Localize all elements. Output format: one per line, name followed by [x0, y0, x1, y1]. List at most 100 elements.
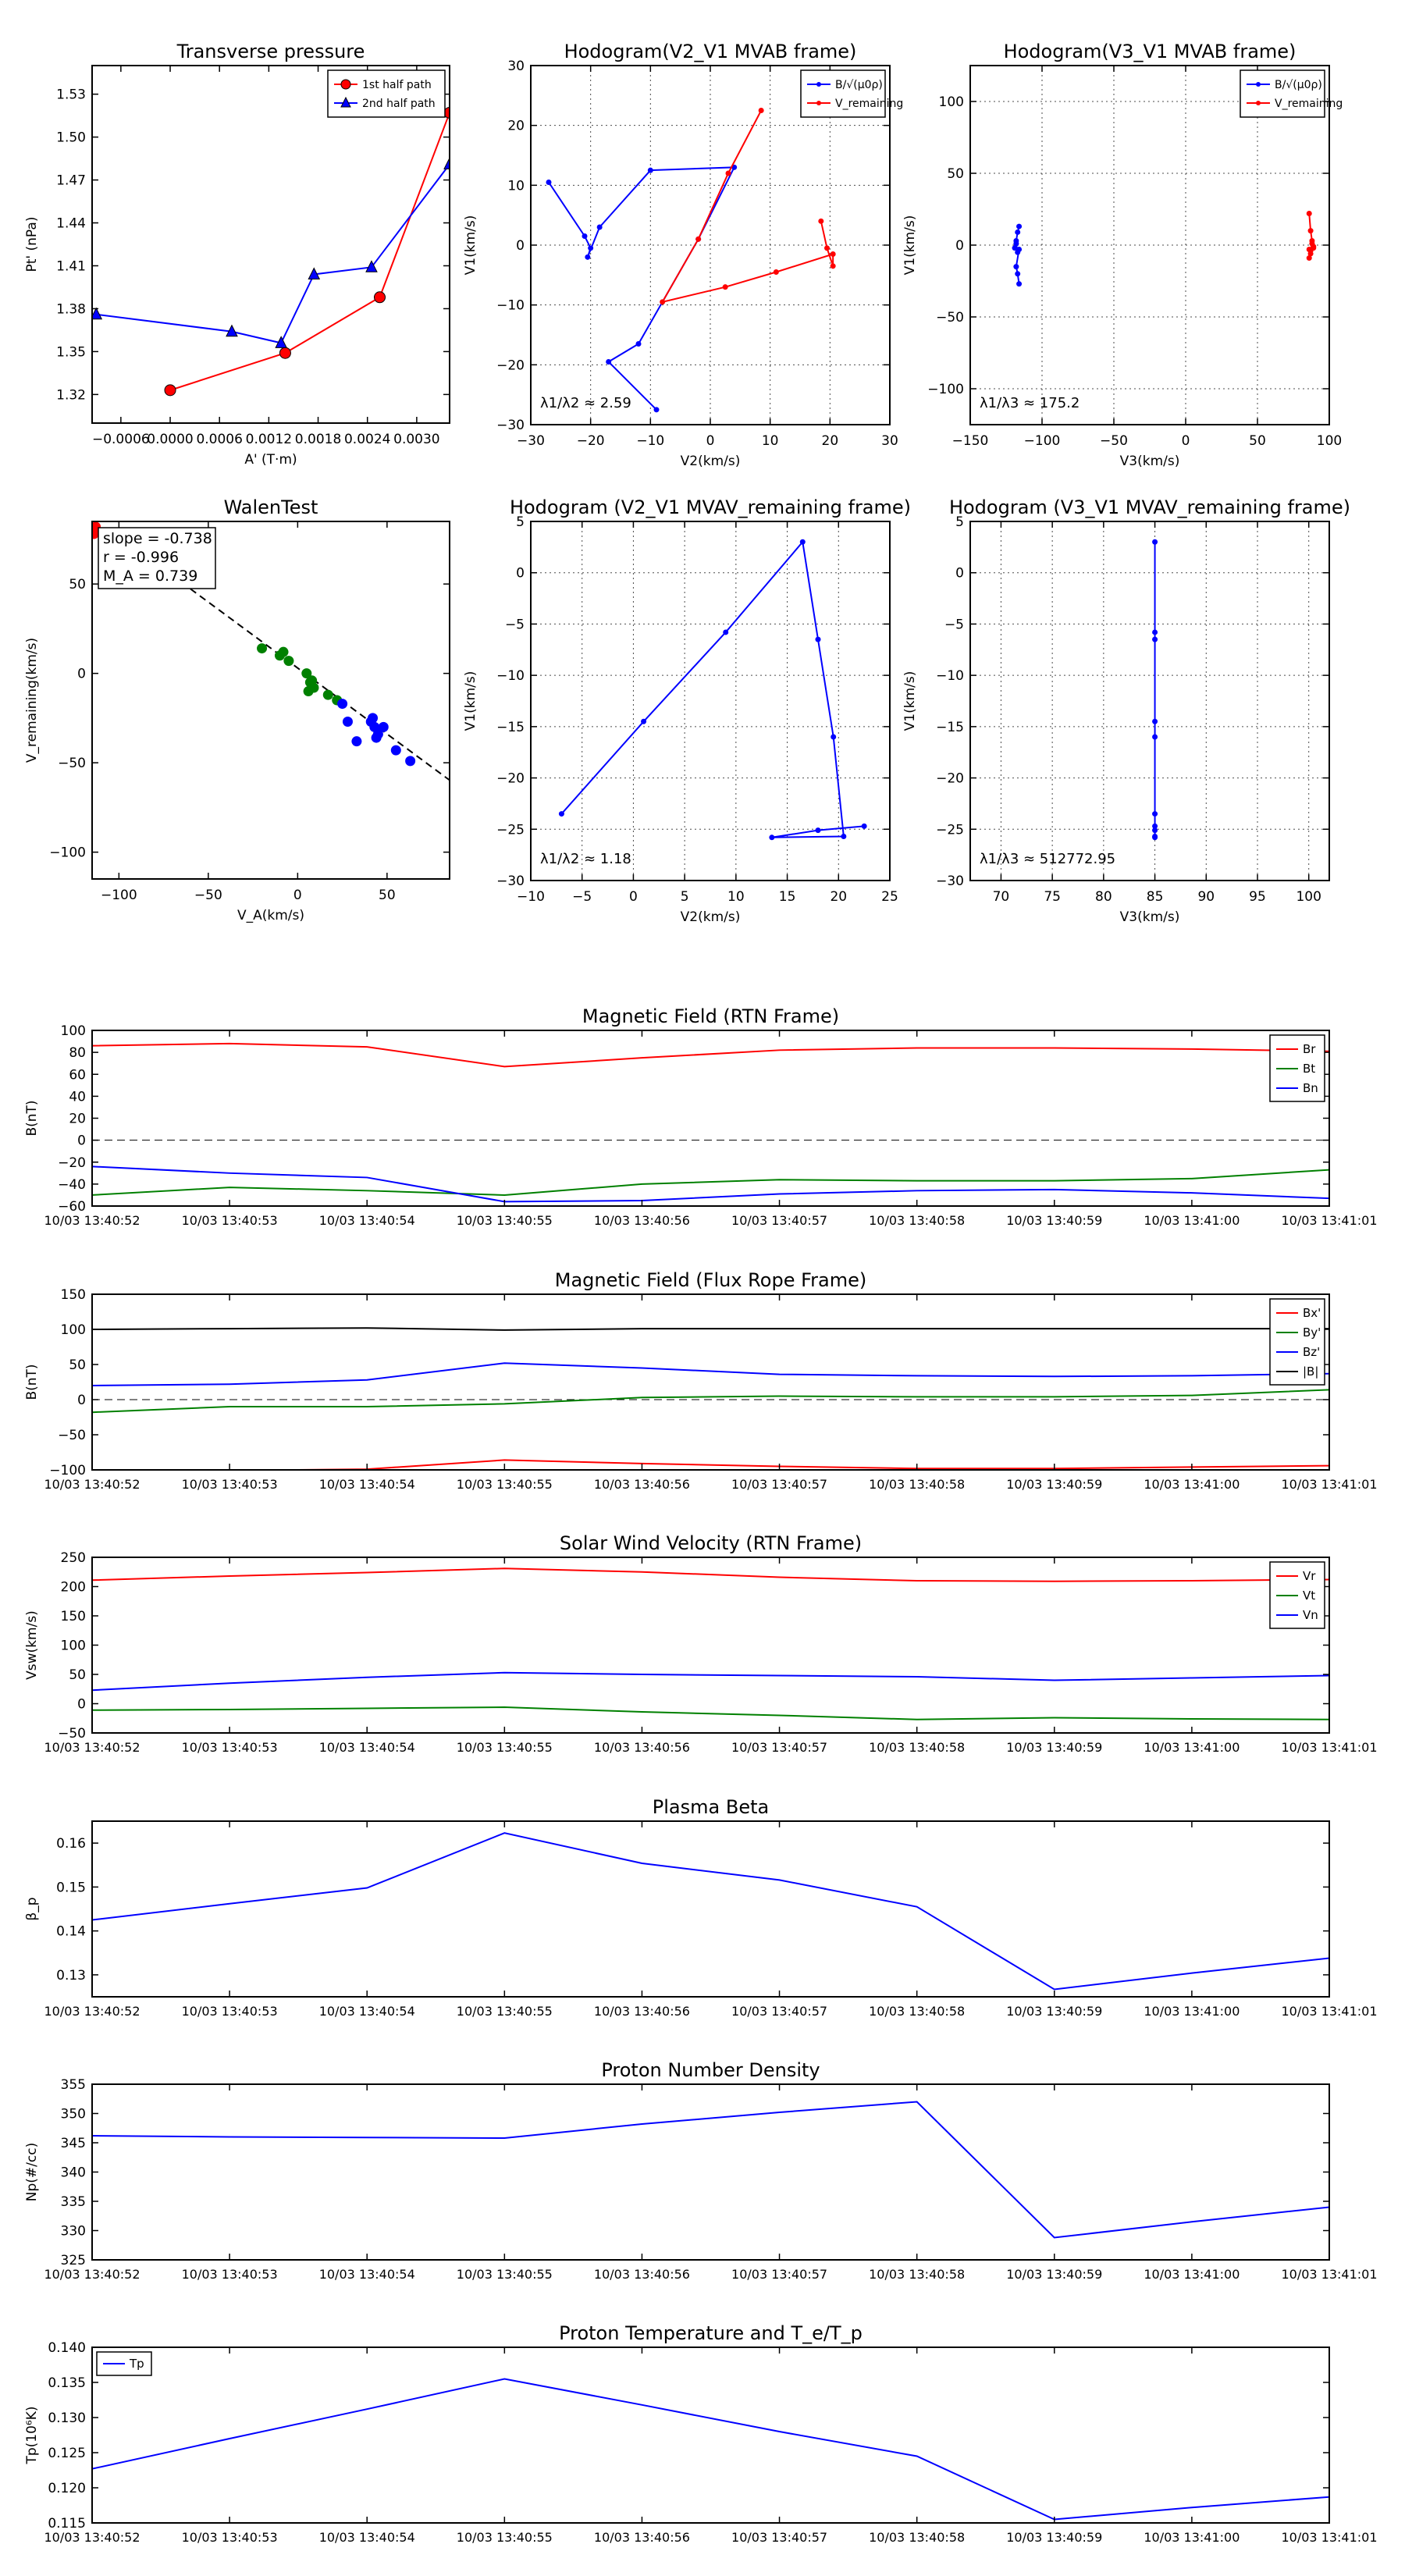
x-tick-label: 10/03 13:40:56 [594, 1477, 690, 1492]
x-tick-label: 0.0012 [246, 432, 292, 447]
x-tick-label: 10/03 13:41:00 [1144, 1740, 1240, 1755]
data-point [861, 823, 867, 829]
data-point [758, 108, 764, 113]
plot-area [92, 1567, 1329, 1720]
x-tick-label: 10/03 13:40:54 [319, 1213, 415, 1228]
y-tick-label: 0 [516, 566, 525, 582]
y-tick-label: −60 [58, 1199, 86, 1215]
legend-box [800, 69, 886, 118]
x-tick-label: 10/03 13:40:55 [457, 2530, 553, 2545]
x-tick-label: 10/03 13:41:00 [1144, 1477, 1240, 1492]
y-tick-label: −10 [496, 298, 525, 314]
x-tick-label: 10/03 13:40:52 [44, 1740, 140, 1755]
x-tick-label: 80 [1095, 889, 1112, 905]
data-point [596, 224, 603, 230]
data-point [830, 263, 836, 269]
x-tick-label: 10/03 13:40:55 [457, 1477, 553, 1492]
x-tick-label: 10/03 13:40:57 [731, 2267, 827, 2282]
x-tick-label: 10/03 13:40:57 [731, 1213, 827, 1228]
y-tick-label: 100 [939, 94, 964, 110]
chart-tpp: 0.115 0.120 0.125 0.130 0.135 0.140 10/03 13:4… [24, 2322, 1378, 2545]
y-tick-label: 50 [69, 577, 86, 592]
chart-h3: −30 −25 −20 −15 −10 −5 0 5 −10 −5 0 5 10 15 20 25 Hodogr… [463, 496, 911, 925]
chart-title: Hodogram(V3_V1 MVAB frame) [1004, 41, 1297, 62]
legend-label: Bn [1303, 1081, 1318, 1095]
x-tick-label: 50 [1249, 433, 1266, 449]
legend-label: |B| [1303, 1364, 1318, 1379]
y-axis-label: β_p [24, 1897, 40, 1920]
y-tick-label: 80 [69, 1045, 86, 1061]
series-line-|B| [92, 1327, 1329, 1331]
y-tick-label: 1.47 [56, 173, 86, 189]
data-point [371, 732, 382, 743]
y-tick-label: 150 [61, 1609, 86, 1624]
legend-label: By' [1303, 1325, 1321, 1340]
x-tick-label: 10/03 13:40:59 [1006, 2004, 1102, 2019]
x-tick-label: 10/03 13:40:58 [869, 1213, 965, 1228]
data-point [653, 407, 660, 413]
legend-label: Br [1303, 1042, 1316, 1056]
x-tick-label: −5 [572, 889, 592, 905]
data-point [279, 347, 291, 359]
x-tick-label: 10/03 13:40:58 [869, 2530, 965, 2545]
y-tick-label: 0 [955, 566, 964, 582]
data-point [164, 384, 176, 397]
x-tick-label: 10/03 13:40:59 [1006, 1477, 1102, 1492]
y-axis-label: Vsw(km/s) [24, 1610, 40, 1680]
data-point [1306, 247, 1312, 253]
series-line-2nd half path [96, 163, 450, 344]
x-tick-label: 10/03 13:40:52 [44, 2267, 140, 2282]
x-tick-label: 85 [1147, 889, 1164, 905]
plot-area [92, 521, 450, 781]
data-point [337, 699, 348, 710]
data-point [841, 833, 847, 839]
x-tick-label: −50 [194, 888, 222, 903]
x-tick-label: 0.0018 [295, 432, 341, 447]
y-tick-label: 1.44 [56, 216, 86, 232]
axes-frame [969, 521, 1330, 881]
y-tick-label: 50 [947, 166, 964, 182]
y-tick-label: −20 [58, 1155, 86, 1171]
x-tick-label: 0 [1182, 433, 1190, 449]
y-tick-label: 0 [77, 667, 86, 682]
annotation-text: r = -0.996 [103, 549, 179, 566]
y-tick-label: −100 [49, 845, 86, 861]
y-tick-label: −15 [496, 720, 525, 735]
x-tick-label: 10/03 13:40:58 [869, 2267, 965, 2282]
y-tick-label: 50 [69, 1667, 86, 1683]
legend-label: V_remaining [1275, 98, 1343, 110]
series-line-Vt [92, 1706, 1329, 1720]
data-point [723, 629, 729, 635]
chart-title: Magnetic Field (RTN Frame) [582, 1005, 839, 1027]
x-tick-label: 25 [881, 889, 898, 905]
x-tick-label: 10/03 13:40:59 [1006, 1740, 1102, 1755]
x-tick-label: 0 [629, 889, 638, 905]
data-point [1152, 539, 1158, 545]
data-point [1306, 255, 1312, 262]
data-point [799, 539, 806, 545]
y-tick-label: 330 [61, 2224, 86, 2240]
series-line-V_remaining [660, 110, 834, 304]
data-point [725, 170, 731, 176]
legend-marker [1256, 82, 1261, 87]
y-tick-label: −100 [49, 1463, 86, 1478]
y-tick-label: −25 [936, 822, 964, 838]
y-tick-label: 0 [516, 238, 525, 254]
data-point [307, 675, 318, 686]
data-point [1016, 223, 1023, 229]
x-tick-label: 10/03 13:40:52 [44, 2004, 140, 2019]
x-tick-label: 10/03 13:40:55 [457, 1213, 553, 1228]
data-point [769, 834, 775, 841]
y-axis-label: V1(km/s) [902, 671, 918, 731]
data-point [1152, 629, 1158, 635]
chart-h2: −100 −50 0 50 100 −150 −100 −50 0 50 100 Hodogram(V… [902, 41, 1343, 469]
series-line-Bn [92, 1165, 1329, 1203]
data-point [257, 643, 268, 654]
chart-title: Transverse pressure [176, 41, 365, 62]
data-point [1016, 247, 1023, 253]
chart-title: Hodogram (V3_V1 MVAV_remaining frame) [949, 496, 1350, 518]
fit-line [190, 588, 450, 781]
y-tick-label: 0.125 [48, 2446, 86, 2461]
y-tick-label: −5 [944, 617, 964, 632]
